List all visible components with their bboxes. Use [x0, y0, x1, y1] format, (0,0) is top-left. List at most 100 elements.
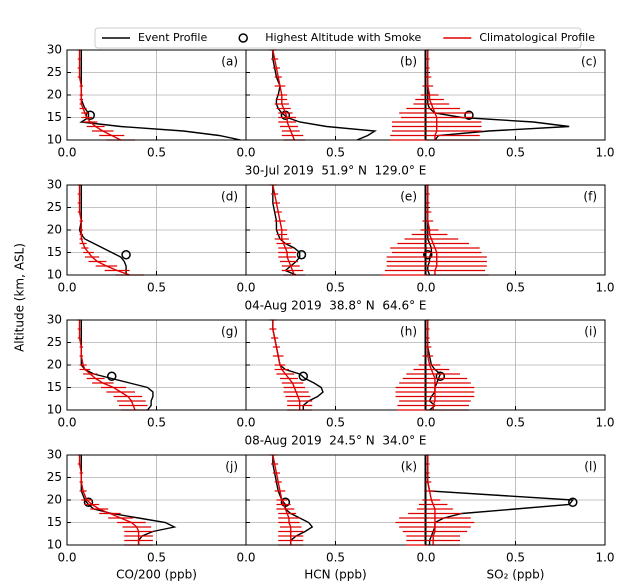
event-line	[272, 50, 378, 141]
y-tick-label: 30	[47, 448, 62, 462]
x-tick-label: 0.5	[326, 551, 345, 565]
plot-frame	[425, 49, 606, 141]
panel-letter: (b)	[400, 55, 417, 69]
x-tick-label: 0.0	[416, 551, 435, 565]
y-tick-label: 30	[47, 313, 62, 327]
smoke-marker	[121, 250, 131, 260]
plot-frame	[425, 454, 606, 546]
smoke-marker	[296, 250, 307, 260]
panel-letter: (j)	[225, 460, 238, 474]
y-tick-label: 30	[47, 178, 62, 192]
climatology-line	[78, 50, 122, 141]
x-axis-label: SO₂ (ppb)	[487, 568, 545, 582]
x-tick-label: 0.5	[147, 551, 166, 565]
legend-label: Event Profile	[138, 31, 207, 44]
y-tick-label: 15	[47, 515, 62, 529]
climatology-line	[427, 185, 438, 275]
x-tick-label: 0.0	[57, 146, 76, 160]
x-tick-label: 0.0	[236, 551, 255, 565]
panel-letter: (h)	[400, 325, 417, 339]
y-axis-label: Altitude (km, ASL)	[13, 243, 27, 352]
y-tick-label: 10	[47, 133, 62, 147]
y-tick-label: 15	[47, 245, 62, 259]
y-tick-label: 25	[47, 470, 62, 484]
y-tick-label: 25	[47, 65, 62, 79]
x-tick-label: 0.0	[416, 281, 435, 295]
x-tick-label: 0.0	[57, 416, 76, 430]
y-tick-label: 15	[47, 110, 62, 124]
y-tick-label: 25	[47, 335, 62, 349]
y-tick-label: 20	[47, 493, 62, 507]
y-tick-label: 25	[47, 200, 62, 214]
panel-letter: (g)	[221, 325, 238, 339]
plot-frame	[425, 319, 606, 411]
x-axis-label: HCN (ppb)	[304, 568, 366, 582]
smoke-marker	[464, 110, 474, 120]
smoke-marker	[280, 497, 291, 507]
x-tick-label: 0.5	[506, 281, 525, 295]
climatology-line	[427, 320, 436, 410]
x-tick-label: 0.0	[57, 281, 76, 295]
x-tick-label: 0.5	[147, 416, 166, 430]
x-tick-label: 0.5	[506, 146, 525, 160]
row-title: 04-Aug 2019 38.8° N 64.6° E	[244, 299, 426, 313]
x-tick-label: 0.0	[236, 281, 255, 295]
x-tick-label: 0.5	[506, 416, 525, 430]
y-tick-label: 10	[47, 268, 62, 282]
x-tick-label: 0.5	[147, 281, 166, 295]
x-tick-label: 0.5	[506, 551, 525, 565]
panel-letter: (f)	[583, 190, 597, 204]
y-tick-label: 20	[47, 358, 62, 372]
climatology-line	[78, 455, 140, 545]
panel-letter: (k)	[401, 460, 417, 474]
event-line	[272, 455, 314, 545]
x-tick-label: 0.0	[416, 146, 435, 160]
row-title: 30-Jul 2019 51.9° N 129.0° E	[245, 164, 427, 178]
y-tick-label: 10	[47, 403, 62, 417]
row-title: 08-Aug 2019 24.5° N 34.0° E	[244, 434, 426, 448]
legend-marker	[238, 33, 248, 43]
smoke-marker	[568, 497, 578, 507]
x-tick-label: 0.0	[57, 551, 76, 565]
event-line	[79, 50, 241, 141]
y-tick-label: 20	[47, 88, 62, 102]
event-line	[78, 185, 127, 275]
smoke-marker	[107, 371, 117, 381]
x-tick-label: 0.5	[326, 416, 345, 430]
panel-letter: (d)	[221, 190, 238, 204]
panel-letter: (a)	[221, 55, 238, 69]
climatology-line	[272, 320, 301, 410]
x-tick-label: 1.0	[595, 146, 614, 160]
legend-label: Highest Altitude with Smoke	[265, 31, 421, 44]
event-line	[80, 320, 154, 411]
panel-letter: (l)	[584, 460, 597, 474]
panel-letter: (i)	[584, 325, 597, 339]
climatology-line	[427, 455, 436, 545]
smoke-marker	[83, 497, 94, 507]
x-tick-label: 0.0	[236, 416, 255, 430]
smoke-marker	[298, 371, 309, 381]
y-tick-label: 30	[47, 43, 62, 57]
legend-label: Climatological Profile	[479, 31, 595, 44]
x-tick-label: 1.0	[595, 416, 614, 430]
panel-letter: (e)	[400, 190, 417, 204]
x-axis-label: CO/200 (ppb)	[116, 568, 197, 582]
x-tick-label: 1.0	[595, 551, 614, 565]
x-tick-label: 0.5	[326, 281, 345, 295]
plot-frame	[425, 184, 606, 276]
climatology-line	[272, 184, 295, 276]
y-tick-label: 15	[47, 380, 62, 394]
legend-box	[94, 27, 582, 49]
x-tick-label: 0.5	[326, 146, 345, 160]
panel-letter: (c)	[581, 55, 597, 69]
x-tick-label: 1.0	[595, 281, 614, 295]
climatology-line	[78, 185, 130, 276]
smoke-marker	[423, 250, 433, 260]
climatology-line	[427, 50, 438, 140]
climatology-line	[272, 454, 292, 545]
climatology-line	[78, 320, 136, 411]
smoke-marker	[435, 371, 446, 381]
x-tick-label: 0.0	[236, 146, 255, 160]
